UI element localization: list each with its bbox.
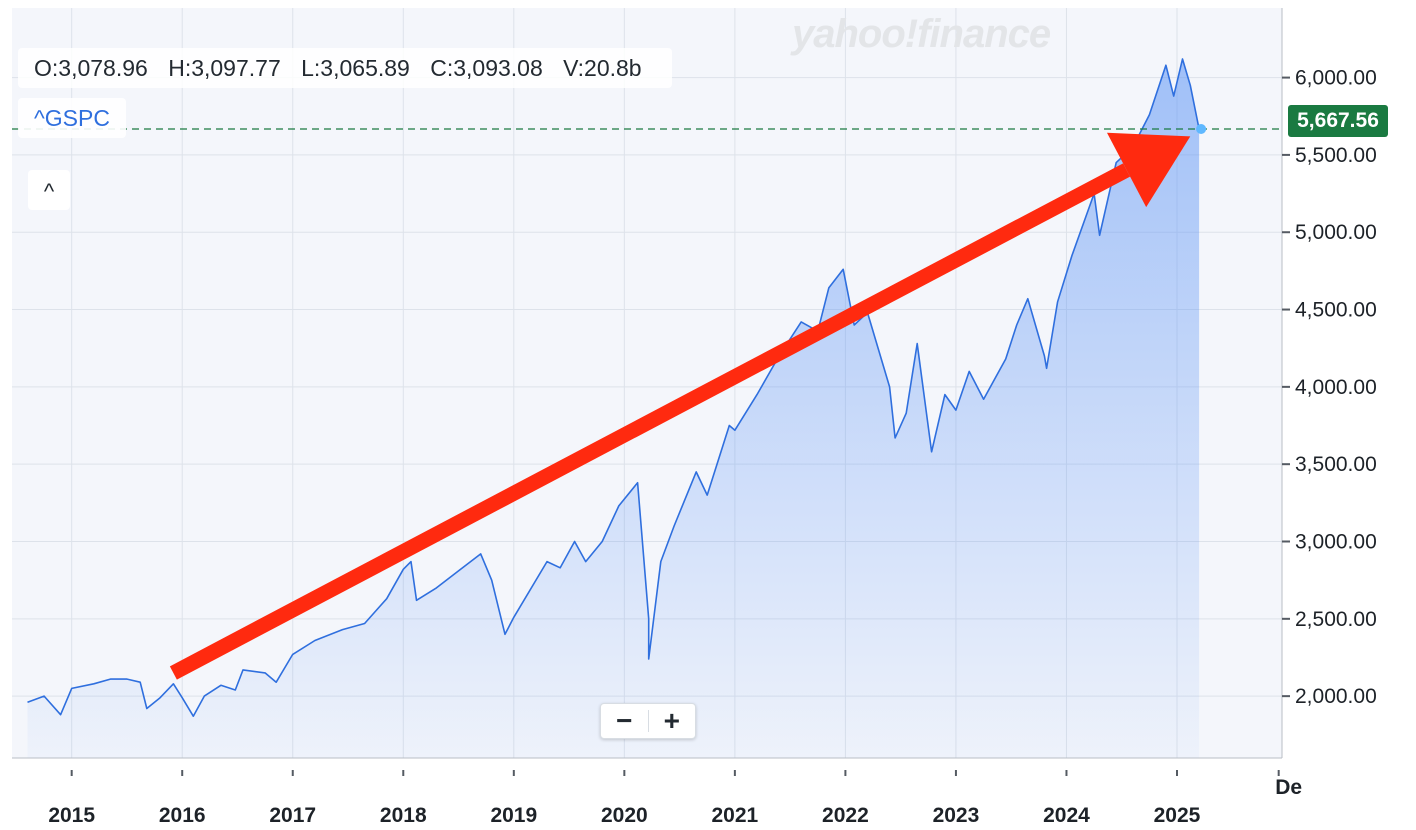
price-line bbox=[27, 58, 1200, 717]
x-tick-label: 2023 bbox=[933, 804, 980, 827]
symbol-label[interactable]: ^GSPC bbox=[18, 98, 126, 138]
x-tick-label: 2021 bbox=[712, 804, 759, 827]
x-tick-label: 2019 bbox=[490, 804, 537, 827]
trend-arrow-head bbox=[1106, 132, 1191, 208]
current-price-badge: 5,667.56 bbox=[1288, 105, 1388, 137]
x-tick-label: 2022 bbox=[822, 804, 869, 827]
high-value: H:3,097.77 bbox=[168, 55, 281, 81]
yahoo-finance-watermark: yahoo!finance bbox=[792, 12, 1051, 56]
y-tick-label: 2,000.00 bbox=[1295, 685, 1377, 708]
y-tick-label: 2,500.00 bbox=[1295, 608, 1377, 631]
y-axis-ticks: 2,000.00 2,500.00 3,000.00 3,500.00 4,000.00… bbox=[1282, 67, 1377, 708]
x-tick-label: De bbox=[1275, 776, 1302, 799]
ohlc-readout: O:3,078.96 H:3,097.77 L:3,065.89 C:3,093… bbox=[18, 48, 672, 88]
zoom-control: − + bbox=[600, 703, 696, 739]
y-tick-label: 5,500.00 bbox=[1295, 144, 1377, 167]
y-tick-label: 4,500.00 bbox=[1295, 299, 1377, 322]
x-axis-ticks: 2015 2016 2017 2018 2019 2020 2021 2022 2023 2024… bbox=[48, 770, 1302, 827]
y-tick-label: 3,500.00 bbox=[1295, 453, 1377, 476]
y-tick-label: 6,000.00 bbox=[1295, 67, 1377, 90]
open-value: O:3,078.96 bbox=[34, 55, 148, 81]
y-tick-label: 3,000.00 bbox=[1295, 531, 1377, 554]
y-tick-label: 4,000.00 bbox=[1295, 376, 1377, 399]
collapse-button[interactable]: ^ bbox=[28, 170, 70, 210]
last-price-dot bbox=[1196, 123, 1207, 134]
trend-arrow-shaft bbox=[169, 163, 1131, 680]
close-value: C:3,093.08 bbox=[430, 55, 543, 81]
low-value: L:3,065.89 bbox=[301, 55, 410, 81]
x-tick-label: 2018 bbox=[380, 804, 427, 827]
price-area bbox=[27, 59, 1200, 758]
trend-arrow bbox=[169, 132, 1191, 680]
zoom-divider bbox=[647, 710, 649, 732]
x-tick-label: 2025 bbox=[1154, 804, 1201, 827]
x-tick-label: 2020 bbox=[601, 804, 648, 827]
x-tick-label: 2024 bbox=[1043, 804, 1090, 827]
x-tick-label: 2017 bbox=[269, 804, 316, 827]
y-tick-label: 5,000.00 bbox=[1295, 221, 1377, 244]
zoom-out-button[interactable]: − bbox=[616, 705, 633, 736]
zoom-in-button[interactable]: + bbox=[663, 705, 680, 736]
x-tick-label: 2015 bbox=[48, 804, 95, 827]
x-tick-label: 2016 bbox=[159, 804, 206, 827]
volume-value: V:20.8b bbox=[563, 55, 642, 81]
